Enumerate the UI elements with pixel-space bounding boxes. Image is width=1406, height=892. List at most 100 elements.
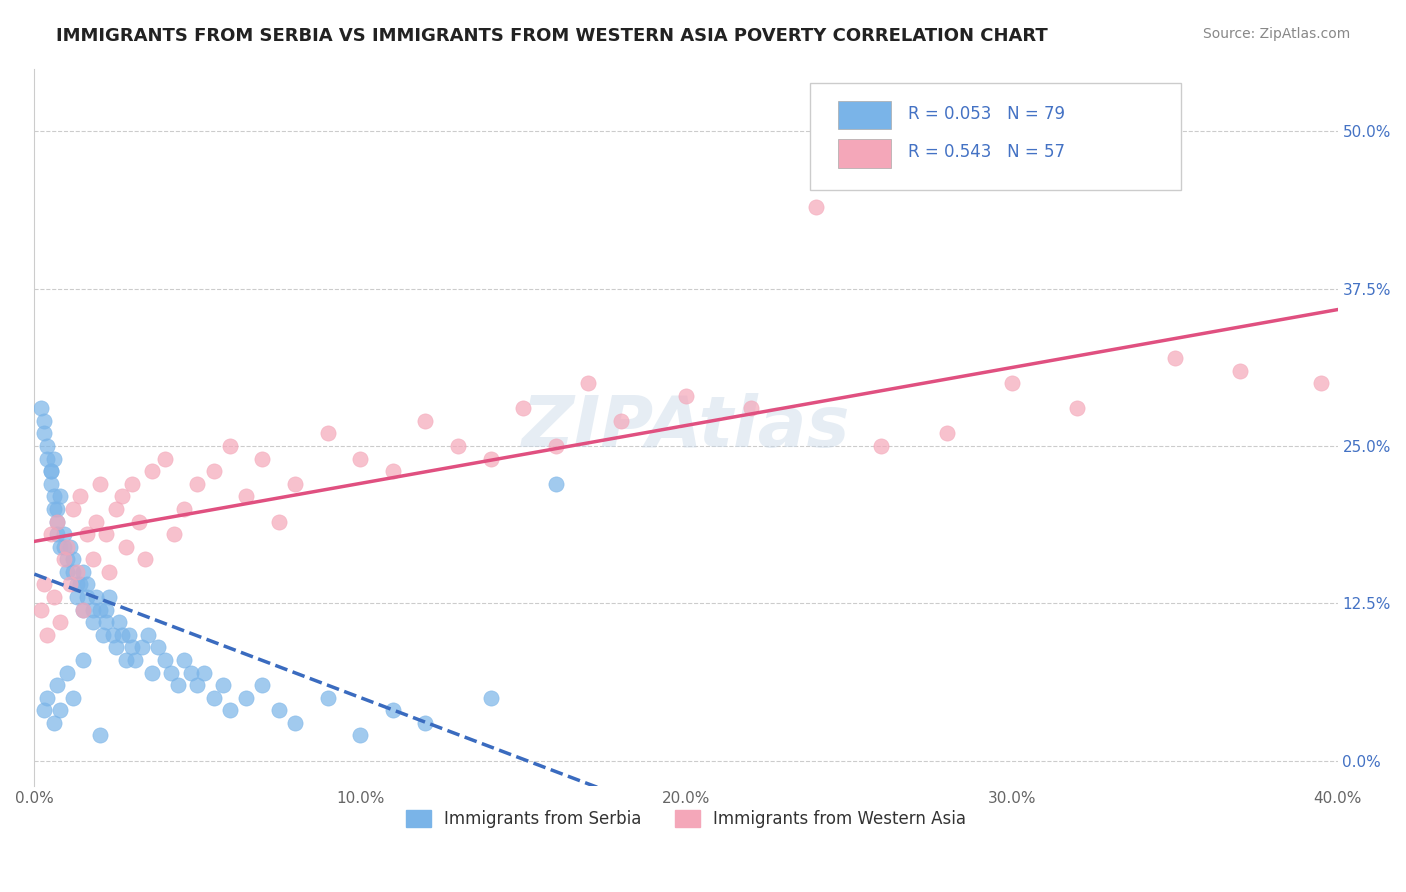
Text: ZIPAtlas: ZIPAtlas	[522, 392, 851, 462]
Point	[128, 515, 150, 529]
Point	[32, 577, 55, 591]
Point	[76, 527, 98, 541]
Point	[72, 602, 94, 616]
Point	[479, 451, 502, 466]
Point	[121, 640, 143, 655]
Point	[37, 451, 59, 466]
Point	[46, 527, 69, 541]
Point	[349, 728, 371, 742]
Point	[94, 527, 117, 541]
Point	[193, 665, 215, 680]
Point	[267, 515, 290, 529]
Point	[72, 653, 94, 667]
Point	[98, 565, 121, 579]
Point	[111, 489, 134, 503]
Point	[121, 476, 143, 491]
Point	[134, 552, 156, 566]
Point	[62, 502, 84, 516]
Point	[479, 690, 502, 705]
Point	[111, 628, 134, 642]
Point	[76, 590, 98, 604]
Point	[42, 590, 65, 604]
Point	[59, 577, 82, 591]
Point	[235, 690, 257, 705]
Bar	[838, 139, 890, 168]
Point	[252, 451, 274, 466]
Point	[153, 451, 176, 466]
Point	[62, 690, 84, 705]
Point	[52, 527, 75, 541]
Point	[39, 464, 62, 478]
Point	[173, 653, 195, 667]
Point	[1066, 401, 1088, 416]
Point	[72, 602, 94, 616]
Point	[46, 515, 69, 529]
Point	[202, 464, 225, 478]
Point	[91, 628, 114, 642]
Point	[512, 401, 534, 416]
Point	[316, 426, 339, 441]
Point	[32, 703, 55, 717]
FancyBboxPatch shape	[810, 83, 1181, 191]
Point	[30, 602, 52, 616]
Point	[39, 476, 62, 491]
Point	[124, 653, 146, 667]
Point	[94, 602, 117, 616]
Point	[66, 590, 89, 604]
Point	[37, 690, 59, 705]
Point	[610, 414, 633, 428]
Point	[72, 565, 94, 579]
Point	[82, 602, 104, 616]
Point	[46, 515, 69, 529]
Point	[39, 527, 62, 541]
Point	[42, 451, 65, 466]
Point	[49, 540, 72, 554]
Point	[32, 426, 55, 441]
Point	[114, 540, 136, 554]
Point	[544, 476, 567, 491]
Point	[62, 552, 84, 566]
Text: Source: ZipAtlas.com: Source: ZipAtlas.com	[1202, 27, 1350, 41]
Point	[69, 577, 91, 591]
Point	[163, 527, 186, 541]
Point	[59, 540, 82, 554]
Point	[56, 565, 79, 579]
Point	[316, 690, 339, 705]
Point	[66, 565, 89, 579]
Point	[37, 439, 59, 453]
Point	[740, 401, 762, 416]
Point	[173, 502, 195, 516]
Point	[118, 628, 141, 642]
Point	[935, 426, 957, 441]
Point	[82, 552, 104, 566]
Point	[186, 476, 208, 491]
Point	[42, 715, 65, 730]
Point	[218, 703, 240, 717]
Point	[153, 653, 176, 667]
Point	[49, 703, 72, 717]
Point	[42, 489, 65, 503]
Point	[212, 678, 235, 692]
Point	[381, 703, 404, 717]
Point	[94, 615, 117, 630]
Point	[114, 653, 136, 667]
Point	[98, 590, 121, 604]
Text: IMMIGRANTS FROM SERBIA VS IMMIGRANTS FROM WESTERN ASIA POVERTY CORRELATION CHART: IMMIGRANTS FROM SERBIA VS IMMIGRANTS FRO…	[56, 27, 1047, 45]
Point	[1164, 351, 1187, 365]
Text: R = 0.543   N = 57: R = 0.543 N = 57	[907, 143, 1064, 161]
Point	[56, 665, 79, 680]
Point	[89, 728, 111, 742]
Point	[166, 678, 188, 692]
Point	[56, 540, 79, 554]
Point	[32, 414, 55, 428]
Point	[30, 401, 52, 416]
Point	[42, 502, 65, 516]
Point	[84, 590, 107, 604]
Point	[104, 502, 127, 516]
Point	[180, 665, 202, 680]
Point	[381, 464, 404, 478]
Point	[66, 577, 89, 591]
Legend: Immigrants from Serbia, Immigrants from Western Asia: Immigrants from Serbia, Immigrants from …	[399, 804, 973, 835]
Point	[89, 476, 111, 491]
Point	[49, 615, 72, 630]
